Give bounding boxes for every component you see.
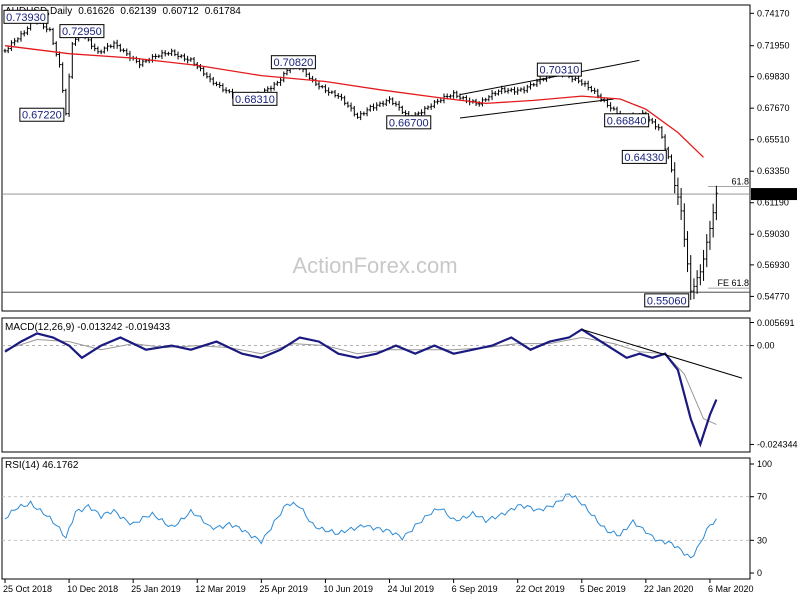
- annotation-box: [3, 9, 49, 24]
- annotation-box: [59, 24, 105, 39]
- price-annotation: 0.67220: [19, 107, 65, 122]
- rsi-layer: 100 70 30 0: [2, 459, 772, 578]
- x-tick-label: 10 Jun 2019: [323, 584, 373, 594]
- ohlc-low: 0.60712: [163, 6, 200, 17]
- y-tick-label: 0.69830: [757, 72, 790, 82]
- channel-lower: [459, 98, 614, 119]
- ohlc-open: 0.61626: [78, 6, 115, 17]
- annotation-label: 0.70820: [274, 57, 314, 69]
- y-tick-label: 0: [757, 568, 762, 578]
- fibo-label: FE 61.8: [717, 278, 749, 288]
- y-tick-label: 0.63350: [757, 166, 790, 176]
- annotation-label: 0.73930: [6, 12, 46, 24]
- y-tick-label: 0.71950: [757, 41, 790, 51]
- annotation-label: 0.68310: [235, 94, 275, 106]
- annotation-label: 0.66840: [607, 115, 647, 127]
- annotation-box: [536, 62, 582, 77]
- channel-upper-ext: [613, 59, 640, 66]
- annotation-box: [232, 91, 278, 106]
- macd-panel: [1, 317, 751, 453]
- price-annotation: 0.66700: [386, 115, 432, 130]
- macd-title: MACD(12,26,9) -0.013242 -0.019433: [5, 322, 171, 333]
- annotation-label: 0.55060: [647, 295, 687, 307]
- annotation-label: 0.70310: [539, 65, 579, 77]
- rsi-title: RSI(14) 46.1762: [5, 460, 79, 471]
- y-tick-label: 0.67670: [757, 103, 790, 113]
- rsi-line: [4, 493, 717, 559]
- y-tick-label: -0.024344: [757, 439, 798, 449]
- annotation-label: 0.72950: [62, 26, 102, 38]
- x-tick-label: 25 Apr 2019: [259, 584, 308, 594]
- x-tick-label: 22 Jan 2020: [644, 584, 694, 594]
- y-tick-label: 0.74170: [757, 8, 790, 18]
- annotation-label: 0.64330: [624, 152, 664, 164]
- price-layer: 0.74170 0.71950 0.69830 0.67670 0.65510 0.633…: [2, 8, 797, 308]
- x-tick-label: 6 Sep 2019: [452, 584, 498, 594]
- x-tick-label: 6 Mar 2020: [708, 584, 754, 594]
- price-annotation: 0.66840: [604, 113, 650, 128]
- annotation-label: 0.67220: [22, 110, 62, 122]
- annotation-box: [270, 55, 316, 70]
- x-tick-label: 22 Oct 2019: [516, 584, 565, 594]
- moving-average-line: [4, 45, 704, 158]
- macd-layer: 0.005691 0.00 -0.024344: [2, 318, 798, 449]
- y-tick-label: 0.00: [757, 341, 775, 351]
- annotation-box: [644, 293, 690, 308]
- x-tick-label: 25 Oct 2018: [3, 584, 52, 594]
- price-annotation: 0.72950: [59, 24, 105, 39]
- macd-line: [4, 328, 718, 448]
- annotation-box: [604, 113, 650, 128]
- watermark: ActionForex.com: [292, 253, 457, 278]
- y-tick-label: 0.54770: [757, 291, 790, 301]
- x-tick-label: 5 Dec 2019: [580, 584, 626, 594]
- price-annotation: 0.73930: [3, 9, 49, 24]
- annotation-box: [386, 115, 432, 130]
- annotation-label: 0.66700: [389, 117, 429, 129]
- price-annotation: 0.70820: [270, 55, 316, 70]
- price-annotation: 0.64330: [621, 149, 667, 164]
- y-tick-label: 0.59030: [757, 229, 790, 239]
- ohlc-close: 0.61784: [205, 6, 242, 17]
- price-annotation: 0.55060: [644, 293, 690, 308]
- x-axis: 25 Oct 2018 10 Dec 2018 25 Jan 2019 12 Mar …: [3, 579, 753, 594]
- annotation-box: [19, 107, 65, 122]
- price-annotation: 0.70310: [536, 62, 582, 77]
- ohlc-high: 0.62139: [120, 6, 157, 17]
- rsi-panel: [1, 457, 751, 580]
- x-tick-label: 12 Mar 2019: [195, 584, 246, 594]
- y-tick-label: 70: [757, 492, 767, 502]
- fibo-label: 61.8: [731, 177, 749, 187]
- y-tick-label: 30: [757, 535, 767, 545]
- current-price-label: 0.61784: [755, 190, 788, 200]
- current-price-badge: [751, 188, 797, 201]
- x-tick-label: 24 Jul 2019: [388, 584, 435, 594]
- y-tick-label: 0.65510: [757, 135, 790, 145]
- price-annotation: 0.68310: [232, 91, 278, 106]
- y-tick-label: 0.56930: [757, 260, 790, 270]
- y-tick-label: 0.005691: [757, 318, 795, 328]
- y-tick-label: 100: [757, 459, 772, 469]
- macd-trendline: [581, 328, 743, 379]
- annotation-box: [621, 149, 667, 164]
- y-tick-label: 0.61190: [757, 198, 789, 208]
- x-tick-label: 10 Dec 2018: [67, 584, 118, 594]
- x-tick-label: 25 Jan 2019: [131, 584, 181, 594]
